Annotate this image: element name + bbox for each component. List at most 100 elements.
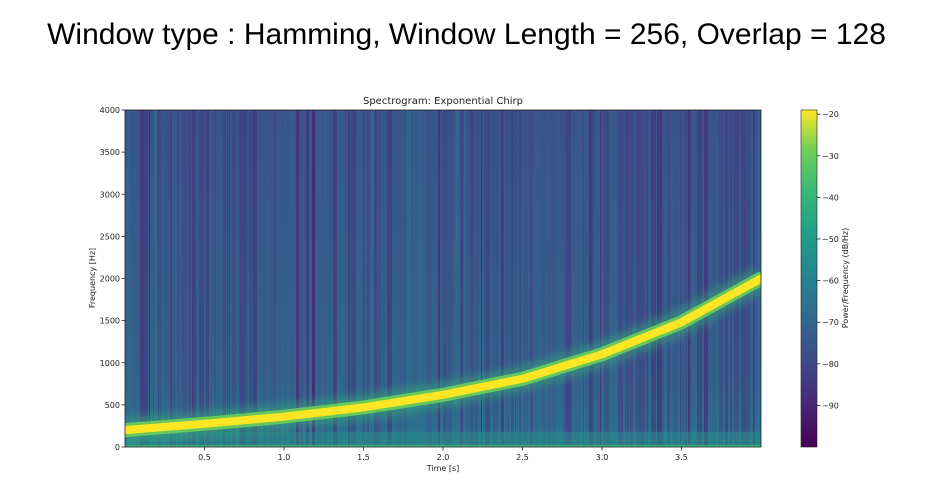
chirp-ridge-point <box>757 275 761 282</box>
x-tick-label: 0.5 <box>198 453 211 462</box>
spectrogram-stripe <box>329 110 330 447</box>
spectrogram-stripe <box>404 110 406 447</box>
spectrogram-stripe <box>557 110 560 447</box>
spectrogram-stripe <box>275 110 276 447</box>
spectrogram-stripe <box>697 110 702 447</box>
spectrogram-stripe <box>517 110 518 447</box>
y-tick-label: 2000 <box>100 275 120 284</box>
spectrogram-stripe <box>274 110 275 447</box>
colorbar-tick-label: −70 <box>822 318 839 327</box>
spectrogram-stripe <box>443 110 446 447</box>
spectrogram-stripe <box>153 110 154 447</box>
spectrogram-stripe <box>128 110 131 447</box>
spectrogram-stripe <box>693 110 695 447</box>
spectrogram-stripe <box>571 110 573 447</box>
chirp-ridge-point <box>201 420 208 427</box>
spectrogram-stripe <box>548 110 549 447</box>
colorbar-tick-label: −60 <box>822 277 839 286</box>
chirp-ridge-point <box>519 375 526 382</box>
spectrogram-stripe <box>494 110 498 447</box>
spectrogram-stripe <box>508 110 509 447</box>
spectrogram-stripe <box>125 110 128 447</box>
spectrogram-stripe <box>589 110 591 447</box>
spectrogram-stripe <box>149 110 150 447</box>
y-tick-label: 3500 <box>100 148 120 157</box>
spectrogram-stripe <box>240 110 243 447</box>
y-tick-label: 3000 <box>100 190 120 199</box>
colorbar: −20 −30 −40 −50 −60 −70 −80 −90 Power/Frequency… <box>800 109 850 448</box>
chart-title: Spectrogram: Exponential Chirp <box>363 96 523 107</box>
spectrogram-stripe <box>592 110 594 447</box>
spectrogram-stripe <box>206 110 209 447</box>
spectrogram-stripe <box>296 110 299 447</box>
spectrogram-stripe <box>229 110 230 447</box>
spectrogram-stripe <box>662 110 664 447</box>
spectrogram-stripe <box>253 110 257 447</box>
x-axis: 0.5 1.0 1.5 2.0 2.5 3.0 3.5 <box>198 447 688 462</box>
x-tick-label: 1.5 <box>357 453 370 462</box>
spectrogram-stripe <box>367 110 369 447</box>
spectrogram-stripe <box>172 110 176 447</box>
y-tick-label: 1000 <box>100 359 120 368</box>
spectrogram-stripe <box>434 110 438 447</box>
spectrogram-stripe <box>596 110 600 447</box>
spectrogram-stripe <box>636 110 641 447</box>
y-tick-label: 1500 <box>100 317 120 326</box>
spectrogram-stripe <box>178 110 179 447</box>
x-tick-label: 3.0 <box>596 453 609 462</box>
colorbar-gradient <box>800 109 818 448</box>
spectrogram-stripe <box>406 110 411 447</box>
spectrogram-stripe <box>269 110 273 447</box>
spectrogram-stripe <box>608 110 610 447</box>
spectrogram-stripe <box>586 110 588 447</box>
spectrogram-stripe <box>371 110 374 447</box>
spectrogram-stripe <box>140 110 144 447</box>
spectrogram-stripe <box>684 110 686 447</box>
spectrogram-stripe <box>485 110 490 447</box>
spectrogram-stripe <box>232 110 236 447</box>
spectrogram-stripe <box>227 110 228 447</box>
spectrogram-stripe <box>511 110 514 447</box>
spectrogram-stripe <box>217 110 220 447</box>
spectrogram-stripe <box>651 110 656 447</box>
colorbar-ticks: −20 −30 −40 −50 −60 −70 −80 −90 <box>817 110 839 410</box>
spectrogram-stripe <box>348 110 350 447</box>
spectrogram-stripe <box>475 110 478 447</box>
x-tick-label: 2.5 <box>516 453 529 462</box>
spectrogram-stripe <box>400 110 401 447</box>
spectrogram-stripe <box>290 110 294 447</box>
spectrogram-stripe <box>243 110 246 447</box>
spectrogram-stripe <box>470 110 474 447</box>
spectrogram-stripe <box>300 110 303 447</box>
x-tick-label: 1.0 <box>278 453 291 462</box>
chirp-ridge-point <box>360 404 367 411</box>
spectrogram-stripe <box>615 110 616 447</box>
spectrogram-stripe <box>686 110 687 447</box>
spectrogram-stripe <box>199 110 204 447</box>
spectrogram-stripe <box>179 110 180 447</box>
spectrogram-stripe <box>158 110 159 447</box>
spectrogram-stripe <box>278 110 281 447</box>
y-tick-label: 2500 <box>100 232 120 241</box>
spectrogram-stripe <box>257 110 260 447</box>
spectrogram-stripe <box>170 110 172 447</box>
spectrogram-stripe <box>481 110 482 447</box>
x-axis-label: Time [s] <box>426 464 460 473</box>
spectrogram-stripe <box>690 110 691 447</box>
spectrogram-stripe <box>306 110 309 447</box>
spectrogram-stripe <box>612 110 614 447</box>
spectrogram-stripe <box>541 110 542 447</box>
spectrogram-stripe <box>549 110 551 447</box>
spectrogram-stripe <box>625 110 629 447</box>
spectrogram-stripe <box>188 110 191 447</box>
colorbar-tick-label: −50 <box>822 235 839 244</box>
spectrogram-stripe <box>247 110 248 447</box>
spectrogram-stripe <box>552 110 556 447</box>
spectrogram-stripe <box>530 110 533 447</box>
spectrogram-stripe <box>381 110 385 447</box>
spectrogram-time-stripes <box>125 110 761 447</box>
spectrogram-plot <box>124 109 762 448</box>
spectrogram-stripe <box>154 110 157 447</box>
y-tick-label: 4000 <box>100 106 120 115</box>
low-frequency-band <box>125 431 761 447</box>
